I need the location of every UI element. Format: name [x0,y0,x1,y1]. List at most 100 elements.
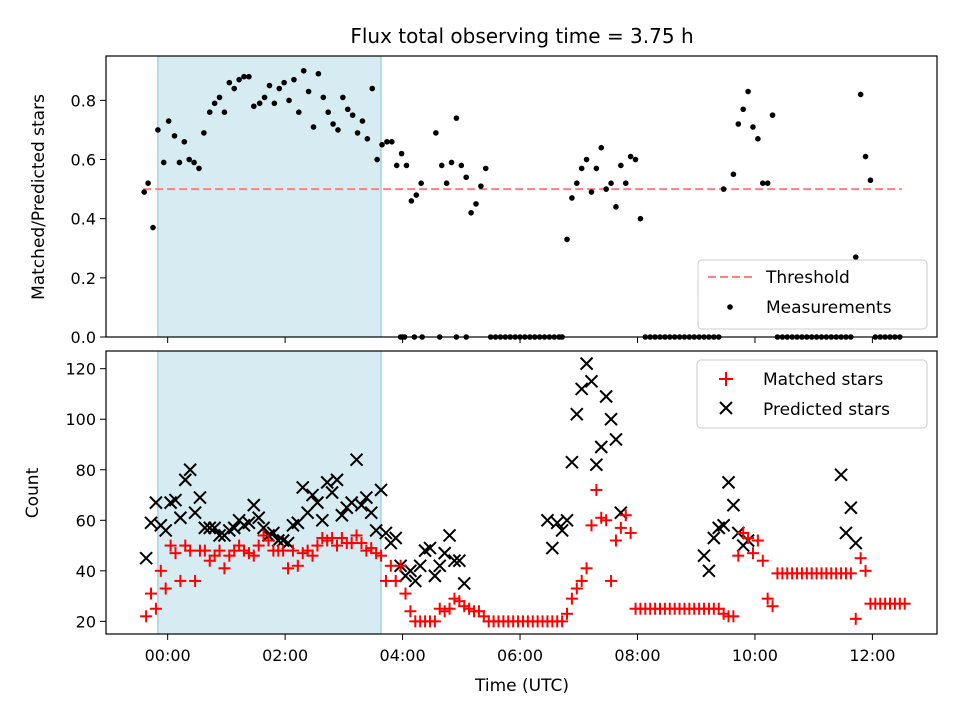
predicted-point [271,533,285,548]
predicted-point [844,500,858,515]
measurement-point [226,79,233,86]
measurement-point [250,103,257,110]
top-y-tick-label: 0.4 [71,210,96,229]
bottom-y-label: Count [23,467,43,518]
predicted-point [158,523,173,538]
predicted-point [849,536,863,550]
predicted-point [550,516,564,530]
predicted-point [296,480,310,495]
top-axes-frame [105,55,938,338]
figure-title: Flux total observing time = 3.75 h [350,24,693,48]
predicted-point [599,389,613,404]
measurement-point [191,159,197,166]
measurement-point [433,130,439,136]
measurement-point [398,150,405,157]
measurement-point [300,67,307,74]
predicted-point [555,523,569,538]
measurement-point [574,180,580,186]
matched-point [859,564,872,577]
predicted-point [707,531,721,545]
bottom-panel: 20 40 60 80 100 120 00:00 02:00 04:00 06:00 08:00… [23,350,938,696]
x-tick-label: 04:00 [380,646,426,665]
matched-point [145,587,158,600]
matched-point [330,539,343,552]
measurement-point [857,91,864,98]
measurement-point [403,162,410,169]
predicted-point [198,521,212,535]
measurement-point [266,82,273,89]
measurement-point [171,133,178,139]
measurement-point [613,204,619,210]
matched-point [575,574,588,587]
measurement-point [271,100,278,107]
measurement-point [389,138,395,145]
matched-point [761,592,774,605]
measurement-point [201,130,207,136]
measurement-point [478,183,484,189]
matched-point [849,612,862,625]
bottom-x-axis: 00:00 02:00 04:00 06:00 08:00 10:00 12:00 [145,634,895,665]
matched-point [140,610,153,623]
top-legend-box [697,259,928,330]
measurement-point [145,180,151,186]
predicted-point [403,564,418,578]
measurement-point [473,201,479,207]
legend-predicted-swatch [719,401,733,415]
matched-point [428,615,441,628]
predicted-point [168,493,183,507]
predicted-point [452,554,467,568]
predicted-point [721,475,736,490]
measurement-point [468,209,474,216]
predicted-point [369,523,383,538]
matched-point [580,562,593,575]
predicted-point [545,541,560,555]
predicted-point [178,473,192,487]
matched-point [154,564,167,577]
predicted-point [433,559,447,573]
predicted-point [584,374,599,389]
measurement-point [325,109,331,115]
measurement-point [759,180,766,186]
measurement-point [578,165,585,172]
predicted-point [247,498,261,512]
top-x-axis [167,337,873,343]
predicted-point [408,574,423,588]
measurement-point [622,180,629,186]
predicted-point [227,521,241,535]
matched-point [247,549,260,562]
x-tick-label: 12:00 [849,646,895,665]
bottom-y-axis: 20 40 60 80 100 120 [65,360,106,631]
measurement-point [564,236,570,243]
measurement-point [176,159,183,166]
measurement-point [261,94,268,101]
predicted-point [697,548,711,563]
bottom-y-tick-label: 80 [76,461,96,480]
predicted-point [242,516,256,530]
predicted-point [579,356,594,371]
predicted-point [173,511,188,525]
measurement-point [735,121,742,127]
measurement-point [608,180,614,186]
predicted-point [364,506,378,520]
predicted-point [374,483,388,497]
measurement-point [603,186,609,192]
measurement-point [374,156,380,163]
matched-point [556,615,569,628]
matched-point [732,549,745,562]
measurement-point [340,94,346,101]
bottom-legend: Matched stars Predicted stars [696,359,928,429]
predicted-point [834,468,848,482]
measurement-point [369,85,376,92]
predicted-point [540,513,555,528]
predicted-point [604,412,618,426]
predicted-point [359,490,374,505]
measurement-point [745,88,751,95]
measurement-point [236,76,242,83]
measurement-point [730,171,737,178]
top-panel: 0.00.20.40.60.8 Matched/Predicted stars … [29,55,938,347]
measurement-point [246,73,252,80]
predicted-point [212,528,227,543]
measurement-point [181,138,188,145]
measurement-point [256,100,263,107]
matched-stars-points [140,483,911,628]
